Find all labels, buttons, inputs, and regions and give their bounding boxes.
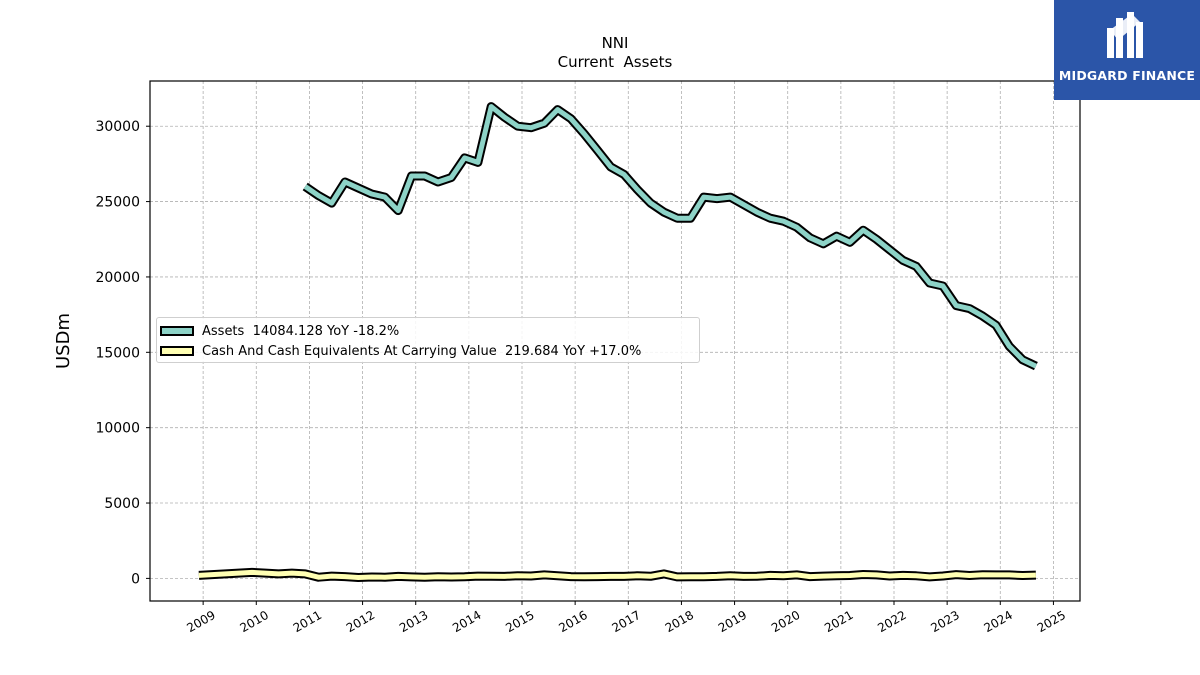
- y-tick-label: 30000: [95, 119, 140, 135]
- x-tick-label: 2011: [291, 608, 324, 635]
- legend-label-cash: Cash And Cash Equivalents At Carrying Va…: [202, 343, 642, 359]
- x-tick-label: 2018: [663, 608, 696, 635]
- legend-label-assets: Assets 14084.128 YoY -18.2%: [202, 323, 400, 339]
- legend-swatch-assets: [160, 326, 194, 336]
- x-tick-label: 2020: [769, 608, 802, 635]
- axis-layer: 0 5000 10000 15000 20000 25000 30000 2009 2010 20…: [95, 119, 1068, 635]
- x-tick-label: 2012: [344, 608, 377, 635]
- legend-swatch-cash: [160, 346, 194, 356]
- x-tick-label: 2025: [1035, 608, 1068, 635]
- y-tick-label: 20000: [95, 270, 140, 286]
- x-tick-label: 2015: [503, 608, 536, 635]
- chart-legend: Assets 14084.128 YoY -18.2% Cash And Cas…: [156, 317, 700, 363]
- x-tick-label: 2024: [982, 608, 1015, 635]
- midgard-finance-logo: MIDGARD FINANCE: [1054, 0, 1200, 100]
- x-tick-label: 2017: [610, 608, 643, 635]
- y-axis-label: USDm: [53, 313, 74, 369]
- chart-subtitle: Current Assets: [558, 53, 673, 71]
- x-tick-label: 2010: [238, 608, 271, 635]
- x-tick-label: 2022: [875, 608, 908, 635]
- x-tick-label: 2023: [928, 608, 961, 635]
- y-tick-label: 25000: [95, 195, 140, 211]
- series-layer: [198, 102, 1038, 582]
- x-tick-label: 2016: [556, 608, 589, 635]
- legend-item-assets: Assets 14084.128 YoY -18.2%: [160, 323, 399, 339]
- y-tick-label: 10000: [95, 421, 140, 437]
- chart-title: NNI: [602, 34, 629, 52]
- y-tick-label: 15000: [95, 345, 140, 361]
- series-line-cash: [198, 569, 1036, 580]
- logo-text: MIDGARD FINANCE: [1058, 68, 1196, 83]
- logo-mark-icon: [1107, 12, 1143, 58]
- plot-area-frame: [149, 80, 1081, 602]
- x-tick-label: 2009: [184, 608, 217, 635]
- x-tick-label: 2019: [716, 608, 749, 635]
- y-tick-label: 5000: [104, 496, 140, 512]
- x-tick-label: 2021: [822, 608, 855, 635]
- x-tick-label: 2013: [397, 608, 430, 635]
- y-tick-label: 0: [131, 571, 140, 587]
- series-line-assets: [303, 104, 1037, 369]
- legend-item-cash: Cash And Cash Equivalents At Carrying Va…: [160, 343, 641, 359]
- x-tick-label: 2014: [450, 608, 483, 635]
